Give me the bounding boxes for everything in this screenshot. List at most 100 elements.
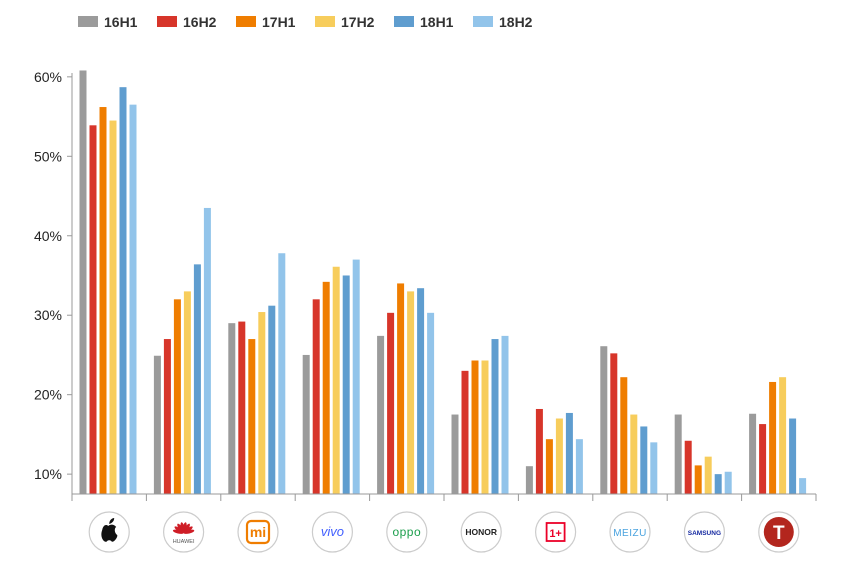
bar (684, 440, 692, 494)
legend-label: 16H1 (104, 14, 138, 30)
legend-label: 17H1 (262, 14, 296, 30)
brand-logo-text: vivo (321, 524, 344, 539)
bar-group (525, 408, 583, 494)
bar (481, 360, 489, 494)
legend-item: 18H1 (394, 14, 454, 30)
mi-logo-icon: mi (237, 511, 279, 553)
bar (268, 305, 276, 494)
bar-group (377, 283, 435, 494)
brand-logo-text: 1+ (549, 528, 562, 540)
bar (620, 377, 628, 494)
brand-logo-text: T (773, 523, 785, 544)
bar (193, 264, 201, 494)
bar (565, 412, 573, 494)
legend-swatch (473, 16, 493, 27)
logo-circle (386, 511, 428, 553)
brand-logo-text: mi (250, 524, 266, 540)
brand-logo-text: HONOR (465, 527, 497, 537)
bar (278, 253, 286, 494)
bar (342, 275, 350, 494)
brand-logo-text: HUAWEI (173, 539, 195, 545)
bar (714, 474, 722, 494)
bar (759, 424, 767, 494)
bar (238, 321, 246, 494)
legend-label: 18H2 (499, 14, 533, 30)
legend-swatch (157, 16, 177, 27)
logo-circle (460, 511, 502, 553)
y-tick-label: 10% (34, 466, 62, 482)
bar-group (79, 70, 137, 495)
bar (769, 381, 777, 494)
bar (575, 439, 583, 494)
bar (302, 354, 310, 494)
legend-swatch (315, 16, 335, 27)
apple-logo-icon (88, 511, 130, 553)
bar (173, 299, 181, 494)
bar (248, 339, 256, 494)
bar (322, 281, 330, 494)
bar (352, 259, 360, 494)
bar (312, 299, 320, 494)
y-tick-label: 40% (34, 228, 62, 244)
apple-shape (101, 524, 118, 542)
oppo-logo-icon: oppo (386, 511, 428, 553)
bar (471, 360, 479, 494)
y-tick-label: 50% (34, 148, 62, 164)
legend-swatch (394, 16, 414, 27)
bar (163, 339, 171, 494)
brand-logo-text: oppo (392, 525, 421, 539)
mi-frame (245, 519, 271, 545)
bar (427, 312, 435, 494)
bar (451, 414, 459, 494)
bar (491, 339, 499, 494)
samsung-logo-icon: SAMSUNG (683, 511, 726, 553)
legend-item: 17H2 (315, 14, 375, 30)
legend-swatch (236, 16, 256, 27)
logo-circle (683, 511, 726, 553)
bar (332, 266, 340, 494)
oneplus-logo-icon: 1+ (534, 511, 577, 553)
bar (610, 353, 618, 494)
bar (377, 335, 385, 494)
bar (694, 465, 702, 494)
bar (79, 70, 87, 494)
legend: 16H1 16H2 17H1 17H2 18H1 18H2 (78, 14, 533, 30)
oneplus-frame (545, 522, 566, 542)
brand-logo-text: SAMSUNG (688, 530, 721, 537)
brand-logo-text: MEIZU (613, 528, 647, 539)
bar (397, 283, 405, 494)
bar (749, 413, 757, 494)
bar (109, 120, 117, 495)
bar (545, 439, 553, 494)
vivo-logo-icon: vivo (311, 511, 353, 553)
bar-group (302, 259, 360, 494)
bar (724, 471, 732, 494)
apple-leaf (109, 518, 115, 524)
bar (407, 291, 415, 494)
y-tick-label: 30% (34, 307, 62, 323)
bar (640, 426, 648, 494)
bar (119, 87, 127, 494)
bar (387, 312, 395, 494)
bar (630, 414, 638, 494)
bar (799, 478, 807, 494)
y-tick-label: 60% (34, 69, 62, 85)
smartisan-disc (763, 517, 794, 547)
bar (228, 323, 236, 494)
bar (674, 414, 682, 494)
bar (203, 207, 211, 494)
logo-circle (609, 511, 651, 553)
logo-circle (311, 511, 353, 553)
huawei-petal (183, 529, 195, 534)
bar (501, 335, 509, 494)
legend-item: 17H1 (236, 14, 296, 30)
bar (183, 291, 191, 494)
bar (89, 125, 97, 494)
y-axis: 10% 20% 30% 40% 50% 60% (34, 69, 73, 494)
bar (417, 288, 425, 494)
x-axis (71, 493, 817, 501)
legend-label: 16H2 (183, 14, 217, 30)
legend-swatch (78, 16, 98, 27)
legend-item: 16H2 (157, 14, 217, 30)
